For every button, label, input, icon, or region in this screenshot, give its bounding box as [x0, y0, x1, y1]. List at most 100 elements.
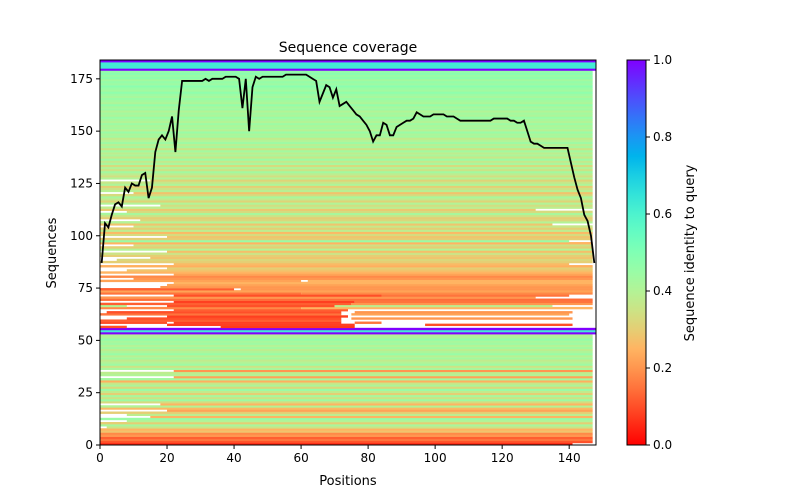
coverage-segment — [100, 72, 593, 75]
coverage-segment — [334, 304, 553, 308]
coverage-segment — [100, 348, 593, 352]
coverage-segment — [100, 290, 593, 293]
coverage-segment — [100, 216, 593, 220]
coverage-segment — [126, 413, 593, 417]
coverage-segment — [100, 214, 593, 218]
colorbar-tick-label: 0.8 — [653, 130, 672, 144]
coverage-segment — [100, 181, 593, 184]
coverage-segment — [301, 306, 593, 310]
coverage-segment — [100, 275, 593, 278]
coverage-segment — [100, 265, 593, 268]
coverage-segment — [106, 426, 593, 429]
colorbar — [626, 59, 647, 446]
colorbar-tick-label: 0.0 — [653, 438, 672, 452]
coverage-segment — [100, 338, 593, 341]
coverage-segment — [100, 68, 596, 71]
coverage-segment — [100, 116, 593, 119]
coverage-segment — [100, 66, 596, 69]
coverage-segment — [100, 436, 593, 440]
y-tick-label: 0 — [85, 438, 93, 452]
coverage-segment — [100, 74, 593, 78]
coverage-segment — [100, 141, 593, 144]
coverage-segment — [173, 321, 342, 324]
y-axis: 0 25 50 75 100 125 150 175 — [70, 72, 100, 452]
coverage-segment — [100, 396, 593, 400]
y-tick-label: 100 — [70, 229, 93, 243]
coverage-segment — [100, 110, 593, 113]
coverage-segment — [100, 252, 593, 255]
coverage-segment — [100, 158, 593, 161]
coverage-segment — [100, 212, 593, 216]
coverage-segment — [100, 89, 593, 92]
coverage-segment — [307, 279, 593, 283]
coverage-segment — [160, 285, 593, 289]
coverage-segment — [100, 145, 593, 149]
coverage-segment — [100, 129, 593, 132]
colorbar-tick-label: 1.0 — [653, 53, 672, 67]
coverage-segment — [354, 321, 382, 324]
coverage-segment — [240, 288, 593, 291]
coverage-segment — [100, 432, 593, 435]
y-tick-label: 125 — [70, 176, 93, 190]
coverage-segment — [100, 361, 593, 364]
coverage-segment — [100, 91, 593, 94]
coverage-segment — [100, 367, 593, 370]
coverage-segment — [100, 352, 593, 356]
coverage-segment — [301, 292, 593, 295]
coverage-segment — [167, 250, 593, 253]
coverage-segment — [100, 296, 536, 299]
coverage-segment — [100, 424, 593, 427]
coverage-segment — [100, 122, 593, 126]
coverage-segment — [100, 359, 593, 362]
coverage-segment — [167, 323, 355, 327]
coverage-segment — [100, 108, 593, 111]
x-tick-label: 140 — [558, 451, 581, 465]
coverage-segment — [100, 112, 593, 115]
colorbar-label: Sequence identity to query — [683, 164, 698, 341]
heatmap-cells — [100, 60, 596, 446]
coverage-segment — [100, 80, 593, 84]
coverage-segment — [100, 428, 593, 431]
coverage-segment — [173, 281, 593, 285]
coverage-segment — [100, 292, 302, 295]
coverage-segment — [100, 411, 593, 414]
x-tick-label: 40 — [226, 451, 241, 465]
coverage-segment — [100, 85, 593, 88]
coverage-segment — [100, 135, 593, 138]
plot-frame — [99, 59, 597, 446]
coverage-segment — [100, 166, 593, 170]
coverage-segment — [100, 237, 593, 241]
colorbar-tick-label: 0.6 — [653, 207, 672, 221]
coverage-segment — [173, 300, 355, 304]
coverage-segment — [100, 327, 596, 331]
coverage-segment — [100, 342, 593, 345]
coverage-segment — [100, 260, 593, 264]
coverage-segment — [133, 225, 593, 228]
coverage-segment — [100, 279, 302, 283]
coverage-line-group — [100, 73, 596, 264]
chart-title: Sequence coverage — [279, 40, 418, 56]
colorbar-tick-label: 0.4 — [653, 284, 672, 298]
coverage-segment — [100, 175, 593, 178]
coverage-segment — [100, 350, 593, 354]
coverage-segment — [100, 340, 593, 343]
coverage-segment — [100, 246, 593, 249]
coverage-segment — [133, 244, 593, 247]
coverage-segment — [100, 126, 593, 130]
coverage-segment — [100, 365, 593, 368]
coverage-segment — [100, 83, 593, 86]
coverage-segment — [100, 62, 596, 65]
x-tick-label: 20 — [159, 451, 174, 465]
coverage-segment — [100, 170, 593, 174]
coverage-segment — [100, 149, 593, 153]
coverage-segment — [100, 198, 593, 201]
coverage-segment — [173, 273, 593, 276]
coverage-segment — [100, 97, 593, 101]
coverage-segment — [100, 288, 235, 291]
coverage-segment — [100, 139, 593, 142]
coverage-segment — [150, 415, 593, 419]
coverage-segment — [354, 311, 573, 314]
coverage-segment — [100, 390, 593, 393]
coverage-segment — [100, 168, 593, 172]
colorbar-ticks: 0.0 0.2 0.4 0.6 0.8 1.0 — [646, 53, 672, 452]
